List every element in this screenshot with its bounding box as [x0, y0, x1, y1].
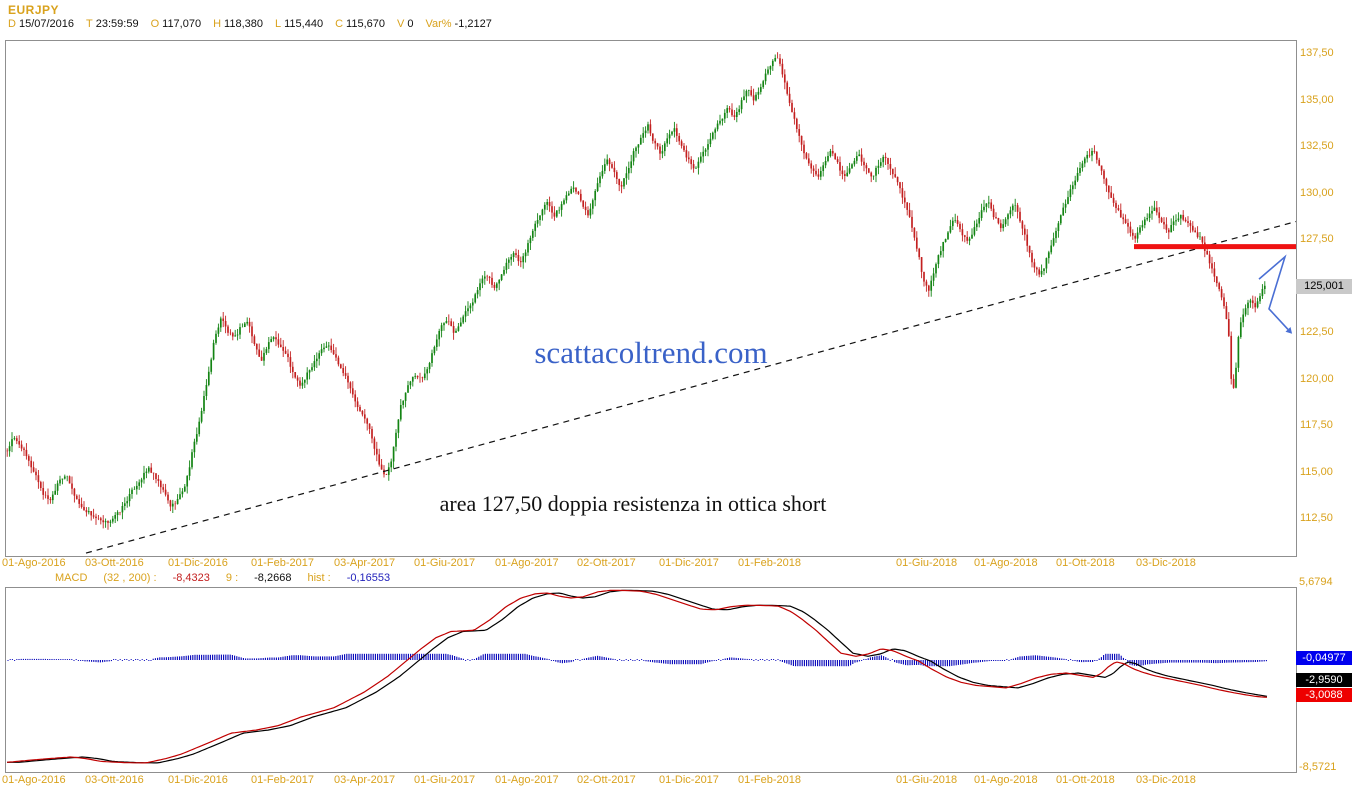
macd-header: MACD (32 , 200) : -8,4323 9 : -8,2668 hist : -…: [55, 572, 406, 584]
date-tick-label: 01-Feb-2018: [738, 774, 801, 786]
macd-header-segment-4: -8,2668: [254, 572, 292, 584]
macd-header-segment-3: 9 :: [225, 572, 239, 584]
date-tick-label: 01-Giu-2017: [414, 774, 476, 786]
price-tick-label: 130,00: [1300, 186, 1334, 199]
date-tick-label: 01-Ago-2016: [2, 774, 66, 786]
date-tick-label: 01-Dic-2016: [168, 557, 228, 569]
ohlc-field-value: 23:59:59: [95, 18, 139, 30]
macd-header-segment-2: -8,4323: [172, 572, 210, 584]
ohlc-field-key: Var%: [425, 18, 452, 30]
macd-panel[interactable]: [5, 587, 1297, 773]
macd-header-segment-1: (32 , 200) :: [103, 572, 157, 584]
date-tick-label: 01-Ago-2018: [974, 774, 1038, 786]
price-tick-label: 122,50: [1300, 326, 1334, 338]
ohlc-field-key: V: [396, 18, 405, 30]
date-tick-label: 01-Ago-2018: [974, 557, 1038, 569]
ohlc-field-key: C: [335, 18, 344, 30]
macd-axis-min-label: -8,5721: [1299, 761, 1337, 773]
date-axis-main: 01-Ago-2016 03-Ott-2016 01-Dic-2016 01-Feb-…: [0, 557, 1352, 571]
ohlc-field-key: T: [86, 18, 93, 30]
symbol-title: EURJPY: [8, 3, 60, 17]
candlestick-chart[interactable]: [6, 41, 1296, 556]
date-tick-label: 01-Dic-2016: [168, 774, 228, 786]
date-tick-label: 01-Ago-2017: [495, 557, 559, 569]
date-tick-label: 01-Giu-2017: [414, 557, 476, 569]
ohlc-field-value: -1,2127: [454, 18, 492, 30]
date-tick-label: 03-Ott-2016: [85, 557, 144, 569]
macd-chart[interactable]: [6, 588, 1296, 772]
resistance-note-text: area 127,50 doppia resistenza in ottica …: [439, 491, 827, 516]
price-tick-label: 132,50: [1300, 140, 1334, 152]
price-tick-label: 135,00: [1300, 93, 1334, 106]
ohlc-field-key: O: [150, 18, 160, 30]
date-tick-label: 01-Ott-2018: [1056, 774, 1115, 786]
date-tick-label: 03-Dic-2018: [1136, 557, 1196, 569]
date-axis-macd: 01-Ago-2016 03-Ott-2016 01-Dic-2016 01-Feb-…: [0, 774, 1352, 788]
date-tick-label: 01-Dic-2017: [659, 557, 719, 569]
macd-value-box-2: -3,0088: [1296, 688, 1352, 702]
ohlc-field-value: 117,070: [162, 18, 202, 30]
date-tick-label: 03-Ott-2016: [85, 774, 144, 786]
signal-line: [7, 589, 1268, 764]
macd-line: [6, 589, 1268, 764]
ohlc-field-key: H: [213, 18, 222, 30]
macd-header-segment-0: MACD: [55, 572, 88, 584]
price-tick-label: 127,50: [1300, 233, 1334, 245]
ohlc-field-value: 118,380: [224, 18, 263, 30]
date-tick-label: 03-Dic-2018: [1136, 774, 1196, 786]
date-tick-label: 01-Ago-2016: [2, 557, 66, 569]
ohlc-field-value: 15/07/2016: [18, 18, 75, 30]
price-tick-label: 112,50: [1300, 512, 1333, 524]
date-tick-label: 02-Ott-2017: [577, 557, 636, 569]
macd-value-box-0: -0,04977: [1296, 651, 1352, 665]
ohlc-field-value: 115,670: [346, 18, 385, 30]
trendline: [85, 220, 1296, 554]
macd-header-segment-6: -0,16553: [346, 572, 391, 584]
date-tick-label: 01-Feb-2018: [738, 557, 801, 569]
date-tick-label: 01-Feb-2017: [251, 774, 314, 786]
macd-axis-max-label: 5,6794: [1299, 576, 1333, 588]
price-chart-panel[interactable]: scattacoltrend.com area 127,50 doppia re…: [5, 40, 1297, 557]
date-tick-label: 01-Dic-2017: [659, 774, 719, 786]
date-tick-label: 01-Ott-2018: [1056, 557, 1115, 569]
arrowhead: [1285, 327, 1293, 334]
ohlc-field-key: L: [275, 18, 282, 30]
date-tick-label: 01-Feb-2017: [251, 557, 314, 569]
date-tick-label: 02-Ott-2017: [577, 774, 636, 786]
ohlc-field-key: D: [8, 18, 16, 30]
date-tick-label: 01-Ago-2017: [495, 774, 559, 786]
ohlc-field-value: 115,440: [284, 18, 324, 30]
ohlc-info-bar: D 15/07/2016 T 23:59:59 O 117,070 H 118,380 L 115…: [8, 18, 504, 30]
date-tick-label: 01-Giu-2018: [896, 557, 958, 569]
last-price-label: 125,001: [1296, 279, 1352, 294]
projection-arrow: [1258, 254, 1289, 330]
macd-value-box-1: -2,9590: [1296, 673, 1352, 687]
date-tick-label: 01-Giu-2018: [896, 774, 958, 786]
macd-header-segment-5: hist :: [307, 572, 331, 584]
ohlc-field-value: 0: [407, 18, 414, 30]
price-tick-label: 120,00: [1300, 372, 1334, 385]
price-tick-label: 115,00: [1300, 465, 1333, 478]
date-tick-label: 03-Apr-2017: [334, 557, 396, 569]
date-tick-label: 03-Apr-2017: [334, 774, 396, 786]
watermark-text: scattacoltrend.com: [534, 335, 768, 370]
price-tick-label: 137,50: [1300, 47, 1334, 59]
price-tick-label: 117,50: [1300, 419, 1333, 431]
